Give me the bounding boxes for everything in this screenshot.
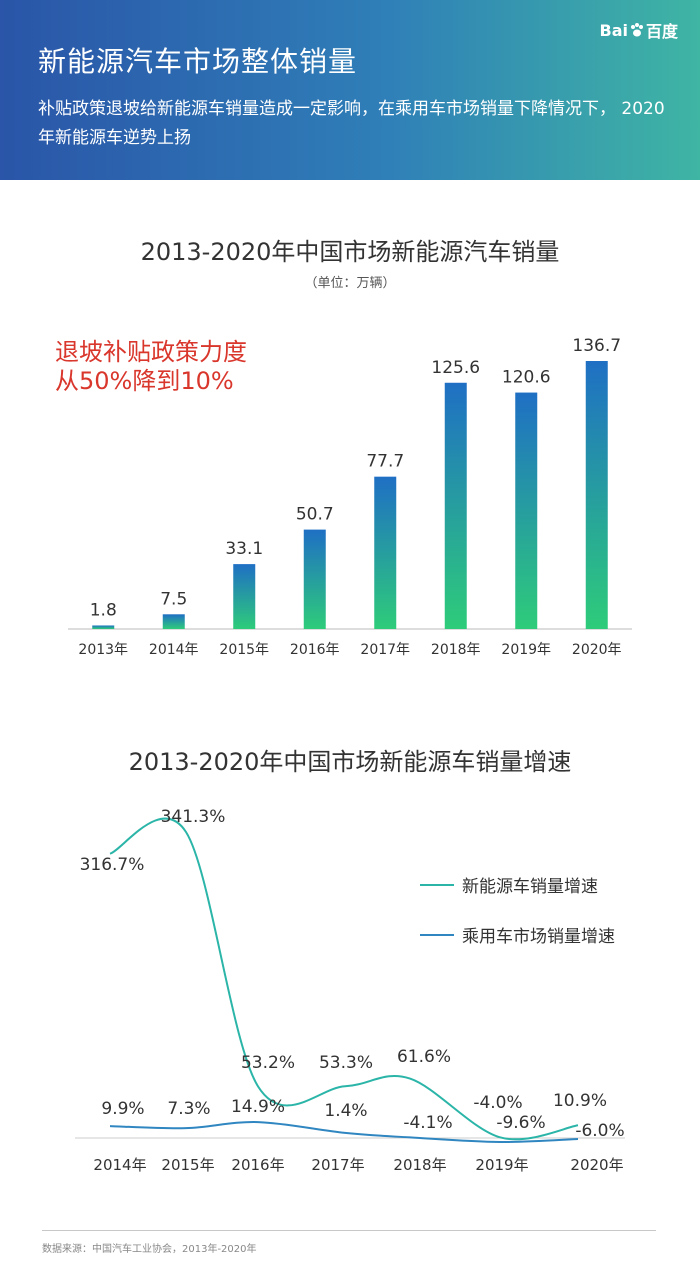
bar-chart: 1.8 2013年 7.5 2014年 33.1 2015年 50.7 2016年 77.7 20…: [68, 336, 632, 658]
line-value-label: 14.9%: [231, 1097, 285, 1117]
bar-value-label: 50.7: [296, 505, 334, 525]
bar-1: [162, 614, 185, 629]
line-value-label: 341.3%: [161, 807, 226, 827]
page-description: 补贴政策退坡给新能源车销量造成一定影响，在乘用车市场销量下降情况下， 2020年…: [38, 99, 665, 148]
bar-x-tick: 2017年: [360, 642, 410, 658]
bar-4: [374, 476, 397, 629]
bar-value-label: 33.1: [225, 539, 263, 559]
legend-swatch-nev: [420, 883, 454, 886]
line-x-tick: 2020年: [570, 1156, 623, 1174]
paw-icon: [630, 23, 643, 37]
line-value-label: 1.4%: [324, 1101, 367, 1121]
legend-label-nev: 新能源车销量增速: [462, 877, 598, 897]
footer-divider: [42, 1230, 656, 1231]
legend-label-pv: 乘用车市场销量增速: [462, 927, 615, 947]
bar-value-label: 120.6: [502, 368, 551, 388]
line-value-label: 10.9%: [553, 1091, 607, 1111]
bar-7: [585, 361, 608, 629]
series-nev-line: [109, 817, 579, 1141]
baidu-logo: Bai 百度: [600, 18, 679, 42]
logo-text-latin: Bai: [599, 20, 628, 40]
line-value-label: -6.0%: [575, 1121, 624, 1141]
line-value-label: 61.6%: [397, 1047, 451, 1067]
bar-value-label: 1.8: [90, 600, 117, 620]
series-pv-line: [109, 1121, 579, 1144]
bar-value-label: 7.5: [160, 589, 187, 609]
bar-value-label: 125.6: [431, 358, 480, 378]
line-value-label: 316.7%: [80, 855, 145, 875]
bar-value-label: 77.7: [366, 452, 404, 472]
line-x-tick: 2019年: [475, 1156, 528, 1174]
bar-chart-unit: （单位：万辆）: [304, 276, 396, 291]
bar-x-tick: 2015年: [219, 642, 269, 658]
bar-6: [515, 392, 538, 629]
logo-text-chinese: 百度: [645, 22, 678, 41]
line-x-tick: 2016年: [231, 1156, 284, 1174]
bar-x-tick: 2016年: [290, 642, 340, 658]
line-value-label: 7.3%: [167, 1099, 210, 1119]
bar-value-label: 136.7: [572, 336, 621, 356]
header-banner: 新能源汽车市场整体销量 补贴政策退坡给新能源车销量造成一定影响，在乘用车市场销量…: [0, 0, 700, 180]
bar-x-tick: 2013年: [78, 642, 128, 658]
bar-0: [92, 625, 115, 629]
legend-swatch-pv: [420, 933, 454, 936]
line-value-label: 53.2%: [241, 1053, 295, 1073]
data-source: 数据来源：中国汽车工业协会，2013年-2020年: [42, 1244, 257, 1255]
line-value-label: -4.0%: [473, 1093, 522, 1113]
bar-x-tick: 2019年: [501, 642, 551, 658]
bar-x-tick: 2018年: [431, 642, 481, 658]
legend-item-nev: 新能源车销量增速: [420, 872, 598, 897]
line-value-label: 9.9%: [101, 1099, 144, 1119]
line-x-tick: 2015年: [161, 1156, 214, 1174]
policy-annotation: 退坡补贴政策力度 从50%降到10%: [55, 338, 247, 396]
bar-x-tick: 2014年: [149, 642, 199, 658]
annotation-line-2: 从50%降到10%: [55, 367, 234, 395]
page-title: 新能源汽车市场整体销量: [38, 45, 358, 78]
line-value-label: 53.3%: [319, 1053, 373, 1073]
line-x-tick: 2017年: [311, 1156, 364, 1174]
line-x-tick: 2014年: [93, 1156, 146, 1174]
line-x-tick: 2018年: [393, 1156, 446, 1174]
bar-5: [444, 382, 467, 629]
bar-2: [233, 564, 256, 629]
line-value-label: -4.1%: [403, 1113, 452, 1133]
bar-3: [303, 529, 326, 629]
bar-x-tick: 2020年: [572, 642, 622, 658]
legend-item-pv: 乘用车市场销量增速: [420, 922, 615, 947]
line-value-label: -9.6%: [496, 1113, 545, 1133]
annotation-line-1: 退坡补贴政策力度: [55, 338, 247, 366]
line-chart-title: 2013-2020年中国市场新能源车销量增速: [128, 748, 572, 776]
bar-chart-title: 2013-2020年中国市场新能源汽车销量: [140, 238, 560, 266]
